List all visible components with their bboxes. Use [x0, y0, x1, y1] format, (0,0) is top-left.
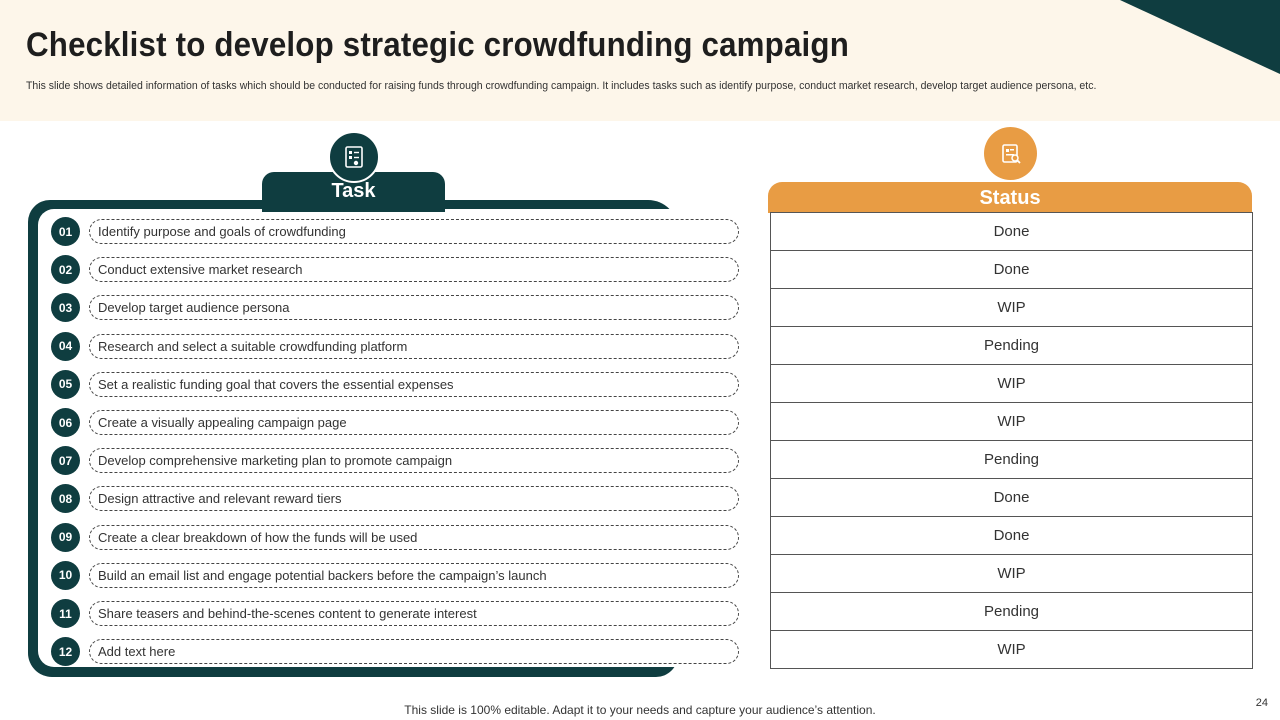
task-item: Conduct extensive market research	[89, 257, 739, 283]
page-number: 24	[1255, 697, 1268, 709]
task-number-badge: 06	[51, 408, 80, 437]
task-number-badge: 02	[51, 255, 80, 285]
task-panel-body	[38, 209, 750, 667]
task-item: Develop target audience persona	[89, 295, 739, 321]
task-item: Create a visually appealing campaign pag…	[89, 410, 739, 435]
task-number-badge: 09	[51, 522, 80, 552]
task-item: Develop comprehensive marketing plan to …	[89, 448, 739, 474]
status-header-label: Status	[979, 187, 1041, 209]
status-table: Done Done WIP Pending WIP WIP Pending Done Done W…	[770, 212, 1253, 669]
task-number-badge: 10	[51, 560, 80, 590]
task-number-badge: 07	[51, 446, 80, 476]
status-cell: Pending	[770, 441, 1253, 479]
task-item: Build an email list and engage potential…	[89, 562, 739, 588]
task-number-badge: 05	[51, 369, 80, 399]
task-item: Share teasers and behind-the-scenes cont…	[89, 601, 739, 626]
task-item: Research and select a suitable crowdfund…	[89, 333, 739, 359]
corner-accent-shape	[1120, 0, 1280, 74]
task-item: Design attractive and relevant reward ti…	[89, 486, 739, 512]
task-number-badge: 04	[51, 331, 80, 361]
header-band	[0, 0, 1280, 121]
document-checklist-icon	[328, 131, 380, 183]
slide-subtitle: This slide shows detailed information of…	[26, 80, 1097, 92]
task-item: Identify purpose and goals of crowdfundi…	[89, 219, 739, 244]
task-number-badge: 08	[51, 484, 80, 514]
status-cell: Pending	[770, 327, 1253, 365]
status-cell: WIP	[770, 555, 1253, 593]
task-header-label: Task	[331, 180, 376, 202]
task-item: Create a clear breakdown of how the fund…	[89, 524, 739, 550]
status-cell: WIP	[770, 365, 1253, 403]
status-cell: Done	[770, 251, 1253, 289]
task-number-badge: 11	[51, 599, 80, 628]
status-cell: Done	[770, 213, 1253, 251]
task-number-badge: 03	[51, 293, 80, 323]
status-cell: WIP	[770, 631, 1253, 669]
status-cell: WIP	[770, 289, 1253, 327]
task-number-badge: 01	[51, 217, 80, 246]
status-cell: Pending	[770, 593, 1253, 631]
status-cell: WIP	[770, 403, 1253, 441]
status-cell: Done	[770, 517, 1253, 555]
task-item: Set a realistic funding goal that covers…	[89, 371, 739, 397]
footer-note: This slide is 100% editable. Adapt it to…	[404, 703, 876, 717]
task-number-badge: 12	[51, 637, 80, 667]
status-header-tab	[768, 182, 1252, 213]
status-cell: Done	[770, 479, 1253, 517]
report-search-icon	[984, 127, 1037, 180]
slide-title: Checklist to develop strategic crowdfund…	[26, 26, 849, 64]
task-item: Add text here	[89, 639, 739, 665]
